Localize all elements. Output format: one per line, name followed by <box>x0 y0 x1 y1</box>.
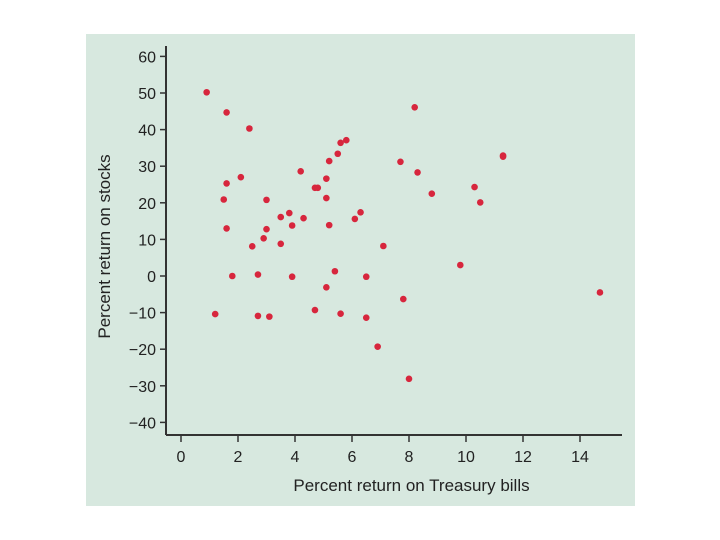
data-point <box>400 295 407 303</box>
y-tick-label: 20 <box>138 196 156 213</box>
scatter-chart: 60 50 40 30 20 10 0 −10 −20 −30 −40 0 2 4 6 8 10 12 14 Per… <box>95 46 622 495</box>
data-point <box>246 125 253 132</box>
data-point <box>211 310 219 318</box>
y-tick-label: 10 <box>138 232 156 249</box>
data-point <box>263 196 270 204</box>
y-tick-label: −20 <box>129 342 156 359</box>
data-point <box>297 168 304 175</box>
x-tick-label: 14 <box>571 449 589 466</box>
data-point <box>223 180 230 187</box>
tick-marks <box>160 55 581 442</box>
data-point <box>337 139 344 147</box>
data-point <box>343 136 350 144</box>
data-point <box>374 343 381 350</box>
data-point <box>266 313 273 320</box>
data-point <box>325 221 333 229</box>
x-axis-title: Percent return on Treasury bills <box>293 476 529 495</box>
data-point <box>254 312 262 320</box>
x-tick-label: 2 <box>234 449 243 466</box>
data-point <box>471 183 478 191</box>
data-point <box>362 314 370 322</box>
data-point <box>248 243 256 250</box>
data-point <box>288 222 296 229</box>
data-point <box>397 158 404 166</box>
y-tick-label: −30 <box>129 379 156 396</box>
y-tick-label: −10 <box>129 306 156 323</box>
data-point <box>277 240 285 248</box>
data-point <box>260 235 267 242</box>
y-tick-label: −40 <box>129 415 156 432</box>
y-tick-label: 40 <box>138 123 156 140</box>
data-point <box>323 175 330 182</box>
data-point <box>405 375 413 383</box>
data-point <box>357 209 364 216</box>
tick-labels: 60 50 40 30 20 10 0 −10 −20 −30 −40 0 2 4 6 8 10 12 14 <box>129 49 589 466</box>
data-point <box>300 214 307 222</box>
data-point <box>476 199 484 206</box>
chart-panel: 60 50 40 30 20 10 0 −10 −20 −30 −40 0 2 4 6 8 10 12 14 Per… <box>86 34 635 506</box>
y-tick-label: 60 <box>138 49 156 66</box>
data-point <box>223 225 230 232</box>
data-point <box>351 215 359 223</box>
data-point <box>334 150 342 158</box>
y-tick-label: 50 <box>138 86 156 103</box>
data-point <box>331 267 339 275</box>
y-axis-title: Percent return on stocks <box>95 154 114 338</box>
data-points <box>203 88 604 383</box>
x-tick-label: 8 <box>405 449 414 466</box>
data-point <box>414 169 421 176</box>
x-tick-label: 12 <box>514 449 532 466</box>
chart-axes <box>165 46 622 436</box>
data-point <box>286 209 293 217</box>
data-point <box>337 310 344 317</box>
data-point <box>428 190 436 197</box>
data-point <box>263 225 270 233</box>
data-point <box>499 153 507 160</box>
x-tick-label: 4 <box>291 449 300 466</box>
data-point <box>203 88 210 96</box>
x-tick-label: 10 <box>457 449 475 466</box>
data-point <box>325 157 333 165</box>
data-point <box>277 213 285 221</box>
data-point <box>237 173 245 181</box>
x-tick-label: 0 <box>177 449 186 466</box>
data-point <box>323 194 330 202</box>
data-point <box>362 273 370 281</box>
data-point <box>323 284 330 291</box>
y-tick-label: 30 <box>138 159 156 176</box>
data-point <box>223 109 230 116</box>
data-point <box>311 306 319 314</box>
data-point <box>229 272 236 280</box>
data-point <box>220 196 228 203</box>
data-point <box>380 242 387 250</box>
data-point <box>411 103 419 111</box>
data-point <box>254 271 262 278</box>
data-point <box>457 261 464 269</box>
data-point <box>314 184 322 192</box>
y-tick-label: 0 <box>147 269 156 286</box>
x-tick-label: 6 <box>348 449 357 466</box>
data-point <box>288 273 296 281</box>
data-point <box>596 289 604 296</box>
